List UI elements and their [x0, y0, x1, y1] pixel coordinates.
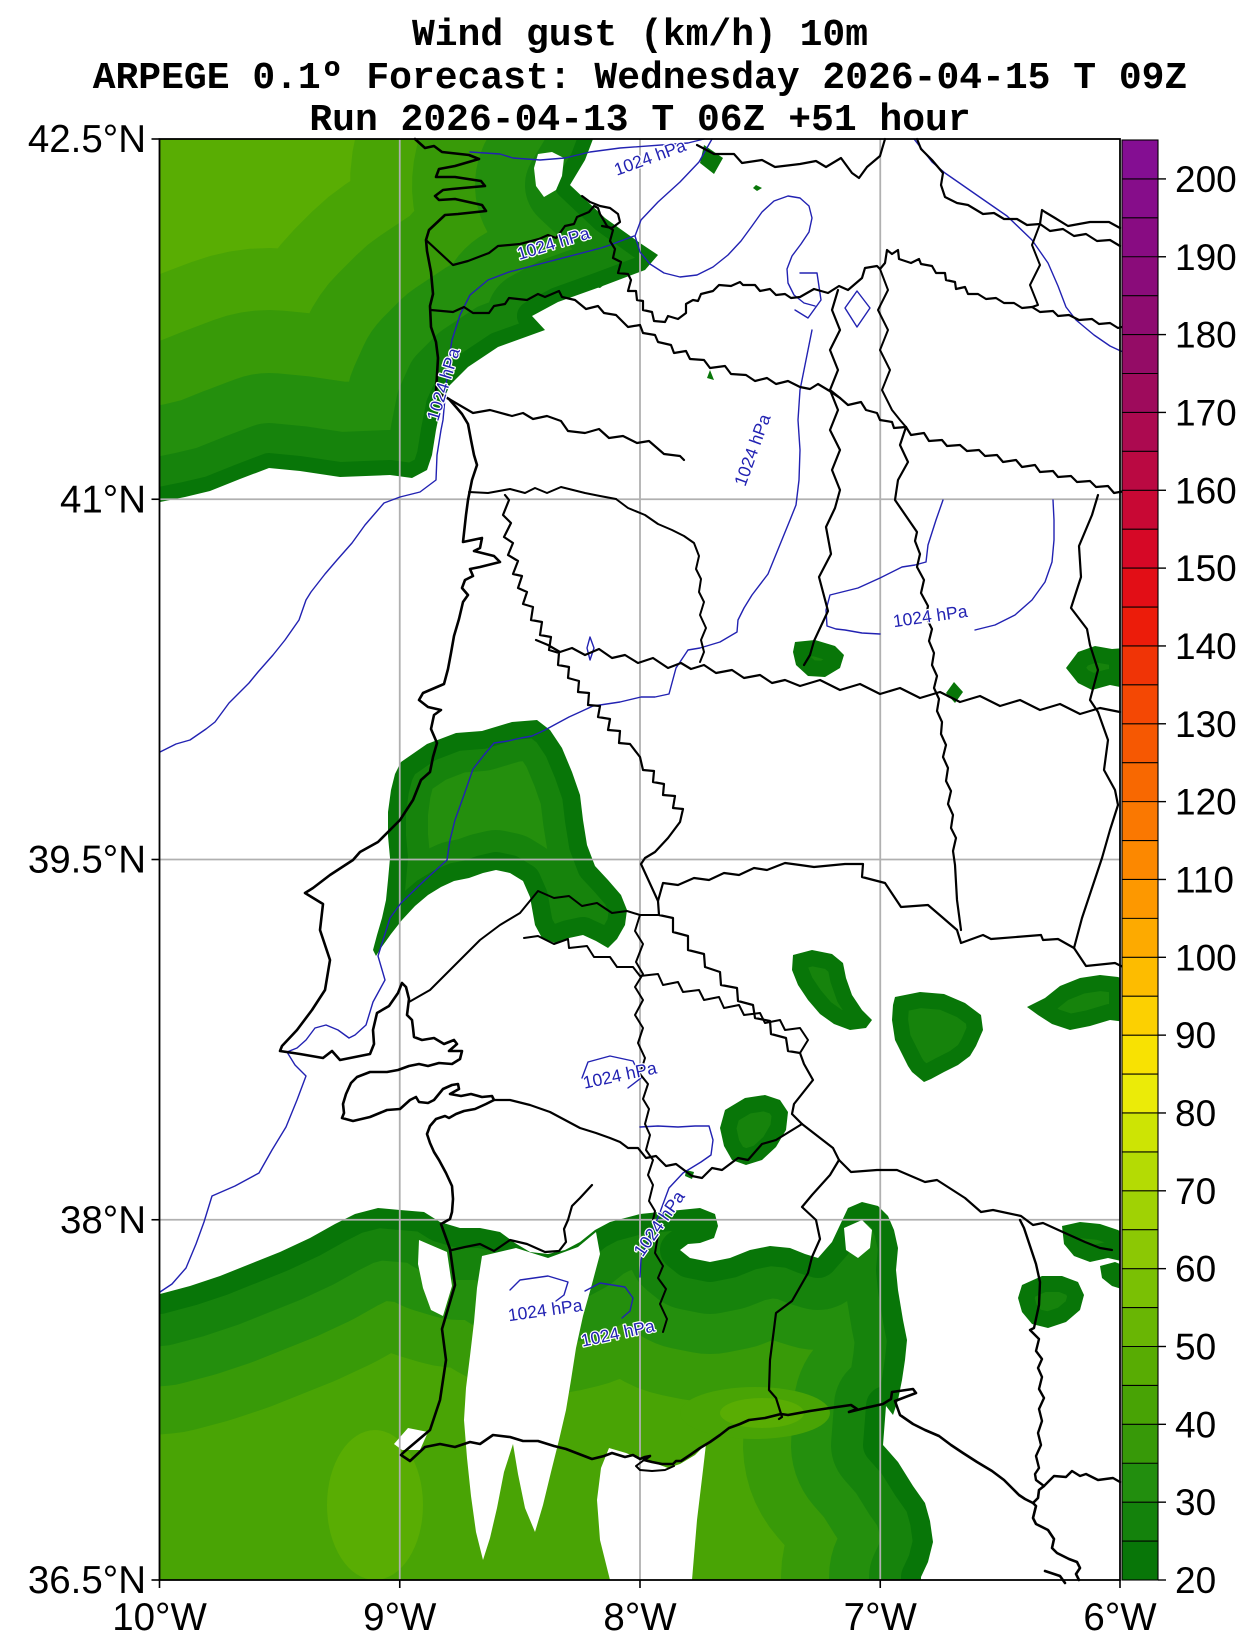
svg-text:10°W: 10°W [112, 1596, 207, 1639]
svg-text:70: 70 [1175, 1171, 1216, 1212]
svg-text:180: 180 [1175, 315, 1237, 356]
svg-text:140: 140 [1175, 626, 1237, 667]
svg-text:200: 200 [1175, 159, 1237, 200]
svg-text:20: 20 [1175, 1560, 1216, 1601]
svg-text:40: 40 [1175, 1404, 1216, 1445]
svg-text:50: 50 [1175, 1326, 1216, 1367]
svg-text:190: 190 [1175, 237, 1237, 278]
svg-text:41°N: 41°N [60, 478, 146, 521]
svg-text:150: 150 [1175, 548, 1237, 589]
svg-text:36.5°N: 36.5°N [28, 1559, 146, 1602]
svg-text:90: 90 [1175, 1015, 1216, 1056]
svg-text:30: 30 [1175, 1482, 1216, 1523]
svg-text:7°W: 7°W [844, 1596, 918, 1639]
svg-text:Wind gust (km/h) 10m: Wind gust (km/h) 10m [412, 14, 868, 57]
svg-text:ARPEGE 0.1º Forecast: Wednesda: ARPEGE 0.1º Forecast: Wednesday 2026-04-… [93, 57, 1188, 100]
svg-text:8°W: 8°W [603, 1596, 677, 1639]
svg-text:Run 2026-04-13 T 06Z +51 hour: Run 2026-04-13 T 06Z +51 hour [309, 99, 970, 142]
svg-text:160: 160 [1175, 470, 1237, 511]
svg-text:80: 80 [1175, 1093, 1216, 1134]
svg-text:60: 60 [1175, 1249, 1216, 1290]
svg-text:170: 170 [1175, 392, 1237, 433]
svg-text:6°W: 6°W [1083, 1596, 1157, 1639]
svg-text:130: 130 [1175, 704, 1237, 745]
svg-text:120: 120 [1175, 782, 1237, 823]
svg-text:100: 100 [1175, 937, 1237, 978]
svg-text:110: 110 [1175, 859, 1234, 900]
svg-text:9°W: 9°W [363, 1596, 437, 1639]
svg-text:38°N: 38°N [60, 1199, 146, 1242]
svg-text:42.5°N: 42.5°N [28, 118, 146, 161]
svg-text:39.5°N: 39.5°N [28, 839, 146, 882]
